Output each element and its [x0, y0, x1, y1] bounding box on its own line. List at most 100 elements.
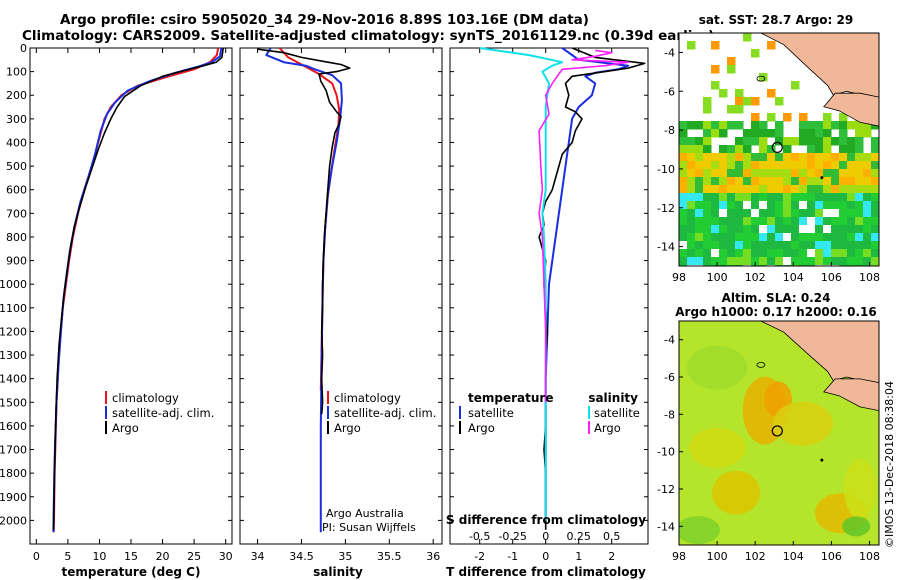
series-line-salinity-argo	[538, 49, 630, 403]
sla-lat-label: -14	[657, 520, 675, 533]
credit-line-2: PI: Susan Wijffels	[322, 521, 416, 534]
legend-sal-argo: Argo	[594, 421, 621, 435]
sst-map: sat. SST: 28.7 Argo: 29 98 100 102 104 106 10…	[657, 13, 880, 284]
diff-xtick-label: -1	[507, 550, 518, 563]
salinity-xlabel: salinity	[313, 565, 363, 579]
sst-lat-label: -4	[664, 46, 675, 59]
sst-map-field	[679, 33, 879, 266]
legend-argo: Argo	[112, 421, 139, 435]
s-diff-tick-label: 0.25	[566, 530, 591, 543]
series-line-climatology	[278, 47, 341, 391]
series-line-satellite-adj-clim-	[265, 47, 343, 533]
sla-map-field	[679, 321, 879, 545]
temperature-panel: 0100200300400500600700800900100011001200…	[0, 42, 233, 579]
island	[756, 361, 766, 368]
sst-lat-label: -12	[657, 202, 675, 215]
sla-map-subtitle: Argo h1000: 0.17 h2000: 0.16	[675, 305, 876, 319]
sal-xtick-label: 35.5	[377, 550, 402, 563]
sla-lon-label: 102	[745, 550, 766, 563]
difference-plot-frame	[449, 47, 649, 545]
salinity-legend: climatology satellite-adj. clim. Argo	[327, 391, 436, 435]
depth-tick-label: 1200	[0, 325, 27, 338]
island	[756, 75, 766, 82]
difference-legend: temperature satellite Argo salinity sate…	[459, 391, 640, 435]
temp-xtick-label: 30	[219, 550, 233, 563]
sst-lat-label: -10	[657, 163, 675, 176]
depth-tick-label: 1600	[0, 420, 27, 433]
depth-tick-label: 100	[6, 66, 27, 79]
sst-lon-label: 104	[783, 271, 804, 284]
sst-lon-label: 106	[821, 271, 842, 284]
imos-credit: ©IMOS 13-Dec-2018 08:38:04	[883, 381, 896, 548]
diff-xtick-label: 2	[608, 550, 615, 563]
sla-lon-label: 98	[672, 550, 686, 563]
difference-xlabel: T difference from climatology	[446, 565, 646, 579]
legend-climatology: climatology	[334, 391, 401, 405]
sla-lat-label: -12	[657, 483, 675, 496]
temperature-xlabel: temperature (deg C)	[62, 565, 201, 579]
sst-lon-label: 100	[707, 271, 728, 284]
temp-xtick-label: 25	[187, 550, 201, 563]
depth-tick-label: 500	[6, 160, 27, 173]
depth-tick-label: 400	[6, 136, 27, 149]
depth-tick-label: 1300	[0, 349, 27, 362]
sla-lon-label: 100	[707, 550, 728, 563]
sal-xtick-label: 34.5	[289, 550, 314, 563]
sst-lat-label: -8	[664, 124, 675, 137]
sal-xtick-label: 35	[338, 550, 352, 563]
sst-lat-label: -14	[657, 241, 675, 254]
temp-xtick-label: 15	[124, 550, 138, 563]
legend-argo: Argo	[334, 421, 361, 435]
depth-tick-label: 1800	[0, 467, 27, 480]
sal-xtick-label: 34	[251, 550, 265, 563]
sla-lat-label: -10	[657, 446, 675, 459]
sla-lat-label: -8	[664, 408, 675, 421]
temp-xtick-label: 0	[33, 550, 40, 563]
s-diff-tick-label: 0	[542, 530, 549, 543]
series-line-argo	[52, 47, 224, 530]
sst-lon-label: 102	[745, 271, 766, 284]
temperature-plot-frame	[29, 47, 233, 545]
sst-lon-label: 108	[859, 271, 880, 284]
sla-map: Altim. SLA: 0.24 Argo h1000: 0.17 h2000:…	[657, 291, 880, 563]
temp-xtick-label: 5	[64, 550, 71, 563]
depth-tick-label: 1100	[0, 302, 27, 315]
salinity-plot-frame	[239, 47, 443, 545]
depth-tick-label: 1700	[0, 444, 27, 457]
legend-temp-argo: Argo	[468, 421, 495, 435]
depth-tick-label: 300	[6, 113, 27, 126]
legend-satellite: satellite-adj. clim.	[112, 406, 214, 420]
sla-map-title: Altim. SLA: 0.24	[722, 291, 831, 305]
credit-line-1: Argo Australia	[326, 507, 404, 520]
salinity-panel: 34 34.5 35 35.5 36 salinity climatology sate…	[239, 47, 443, 579]
series-line-argo	[257, 48, 351, 415]
legend-temperature-title: temperature	[468, 391, 553, 405]
title-line-1: Argo profile: csiro 5905020_34 29-Nov-20…	[60, 12, 589, 28]
temp-xtick-label: 20	[156, 550, 170, 563]
depth-tick-label: 2000	[0, 514, 27, 527]
depth-tick-label: 0	[20, 42, 27, 55]
s-diff-tick-label: -0.5	[469, 530, 490, 543]
s-diff-tick-label: 0.5	[603, 530, 621, 543]
depth-tick-label: 800	[6, 231, 27, 244]
legend-satellite: satellite-adj. clim.	[334, 406, 436, 420]
legend-temp-satellite: satellite	[468, 406, 514, 420]
temp-xtick-label: 10	[92, 550, 106, 563]
title-line-2: Climatology: CARS2009. Satellite-adjuste…	[22, 28, 715, 44]
argo-position-marker	[771, 425, 783, 437]
series-line-satellite-adj-clim-	[52, 47, 223, 533]
s-diff-label: S difference from climatology	[446, 513, 646, 527]
legend-climatology: climatology	[112, 391, 179, 405]
sla-lon-label: 108	[859, 550, 880, 563]
island	[820, 176, 824, 180]
sst-lat-label: -6	[664, 85, 675, 98]
difference-panel: -2 -1 0 1 2 T difference from climatology S …	[446, 47, 649, 579]
land-region	[823, 378, 879, 412]
depth-tick-label: 700	[6, 207, 27, 220]
legend-salinity-title: salinity	[588, 391, 638, 405]
temperature-legend: climatology satellite-adj. clim. Argo	[105, 391, 214, 435]
sla-lat-label: -6	[664, 371, 675, 384]
series-line-temperature-satellite	[544, 47, 630, 521]
s-diff-tick-label: -0.25	[498, 530, 526, 543]
